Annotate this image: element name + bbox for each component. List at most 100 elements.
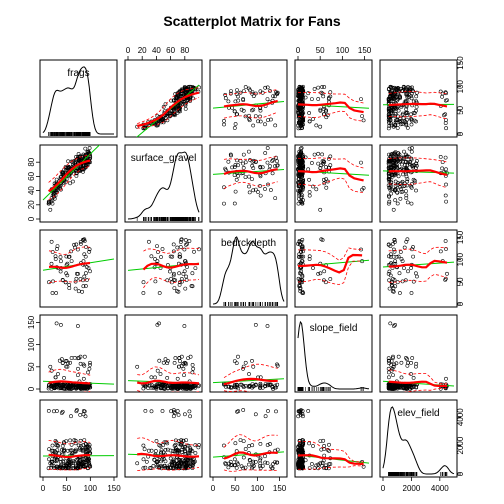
data-point bbox=[387, 358, 392, 363]
data-point bbox=[409, 149, 414, 154]
data-point bbox=[405, 237, 410, 242]
panel-border bbox=[379, 314, 458, 393]
data-point bbox=[260, 464, 265, 469]
data-point bbox=[159, 448, 164, 453]
y-tick-label: 50 bbox=[456, 277, 465, 286]
data-point bbox=[409, 185, 414, 190]
data-point bbox=[180, 445, 185, 450]
data-point bbox=[407, 146, 412, 151]
data-point bbox=[301, 254, 306, 259]
smooth-line bbox=[223, 99, 278, 108]
data-point bbox=[62, 449, 67, 453]
data-point bbox=[403, 99, 408, 103]
data-point bbox=[71, 466, 75, 471]
panel-content bbox=[382, 84, 455, 131]
data-point bbox=[165, 375, 170, 380]
data-point bbox=[171, 277, 176, 282]
data-point bbox=[263, 414, 268, 419]
data-point bbox=[386, 98, 391, 103]
data-point bbox=[306, 409, 311, 413]
data-point bbox=[407, 95, 411, 100]
data-point bbox=[62, 386, 67, 391]
data-point bbox=[444, 182, 448, 187]
data-point bbox=[386, 126, 391, 131]
data-point bbox=[88, 269, 92, 274]
data-point bbox=[299, 245, 304, 250]
smooth-lower bbox=[297, 260, 363, 285]
data-point bbox=[155, 368, 160, 373]
panel-content bbox=[296, 146, 370, 212]
data-point bbox=[386, 164, 391, 169]
data-point bbox=[398, 160, 403, 164]
data-point bbox=[298, 286, 303, 291]
data-point bbox=[76, 466, 80, 471]
data-point bbox=[184, 385, 189, 390]
data-point bbox=[297, 91, 302, 96]
smooth-upper bbox=[297, 440, 364, 463]
data-point bbox=[443, 239, 448, 243]
data-point bbox=[157, 382, 162, 387]
data-point bbox=[143, 408, 148, 413]
panel-bedrckdepth-vs-bedrckdepth: bedrckdepth bbox=[209, 229, 288, 308]
y-tick-label: 100 bbox=[456, 79, 465, 93]
panel-frags-vs-surface_gravel bbox=[124, 59, 203, 138]
data-point bbox=[300, 185, 305, 190]
data-point bbox=[263, 151, 268, 155]
data-point bbox=[74, 173, 79, 178]
data-point bbox=[307, 193, 312, 198]
data-point bbox=[177, 356, 182, 361]
data-point bbox=[76, 289, 81, 294]
data-point bbox=[405, 113, 410, 118]
panel-surface_gravel-vs-slope_field bbox=[294, 144, 373, 223]
data-point bbox=[267, 383, 272, 388]
data-point bbox=[187, 451, 192, 456]
data-point bbox=[229, 153, 233, 158]
data-point bbox=[391, 277, 395, 281]
panel-border bbox=[294, 59, 373, 138]
data-point bbox=[82, 464, 87, 469]
variable-label: frags bbox=[67, 68, 89, 79]
panel-border bbox=[124, 144, 203, 223]
data-point bbox=[263, 122, 267, 127]
data-point bbox=[411, 375, 416, 380]
panel-elev_field-vs-slope_field bbox=[294, 399, 373, 478]
data-point bbox=[151, 385, 156, 390]
data-point bbox=[226, 384, 231, 389]
data-point bbox=[243, 114, 248, 119]
data-point bbox=[297, 449, 301, 454]
data-point bbox=[63, 168, 68, 173]
data-point bbox=[81, 385, 86, 390]
data-point bbox=[253, 114, 258, 119]
x-tick-label: 0 bbox=[126, 46, 131, 55]
data-point bbox=[46, 408, 51, 413]
data-point bbox=[263, 85, 268, 90]
data-point bbox=[387, 269, 392, 274]
data-point bbox=[68, 438, 73, 443]
data-point bbox=[275, 447, 280, 452]
data-point bbox=[171, 271, 176, 276]
data-point bbox=[243, 360, 248, 365]
data-point bbox=[72, 459, 77, 464]
data-point bbox=[321, 278, 326, 283]
data-point bbox=[78, 240, 83, 244]
data-point bbox=[184, 242, 188, 247]
data-point bbox=[171, 249, 176, 254]
data-point bbox=[326, 96, 331, 100]
data-point bbox=[174, 109, 179, 114]
data-point bbox=[298, 411, 303, 415]
data-point bbox=[413, 271, 418, 276]
data-point bbox=[246, 149, 251, 154]
data-point bbox=[88, 362, 92, 367]
smooth-line bbox=[388, 102, 448, 108]
data-point bbox=[78, 412, 83, 417]
data-point bbox=[82, 239, 87, 243]
y-tick-label: 60 bbox=[27, 171, 36, 180]
data-point bbox=[391, 247, 396, 252]
data-point bbox=[173, 356, 178, 360]
data-point bbox=[386, 254, 391, 259]
smooth-line bbox=[223, 168, 278, 176]
data-point bbox=[265, 160, 270, 165]
data-point bbox=[298, 164, 303, 169]
data-point bbox=[171, 107, 176, 112]
data-point bbox=[298, 96, 303, 101]
